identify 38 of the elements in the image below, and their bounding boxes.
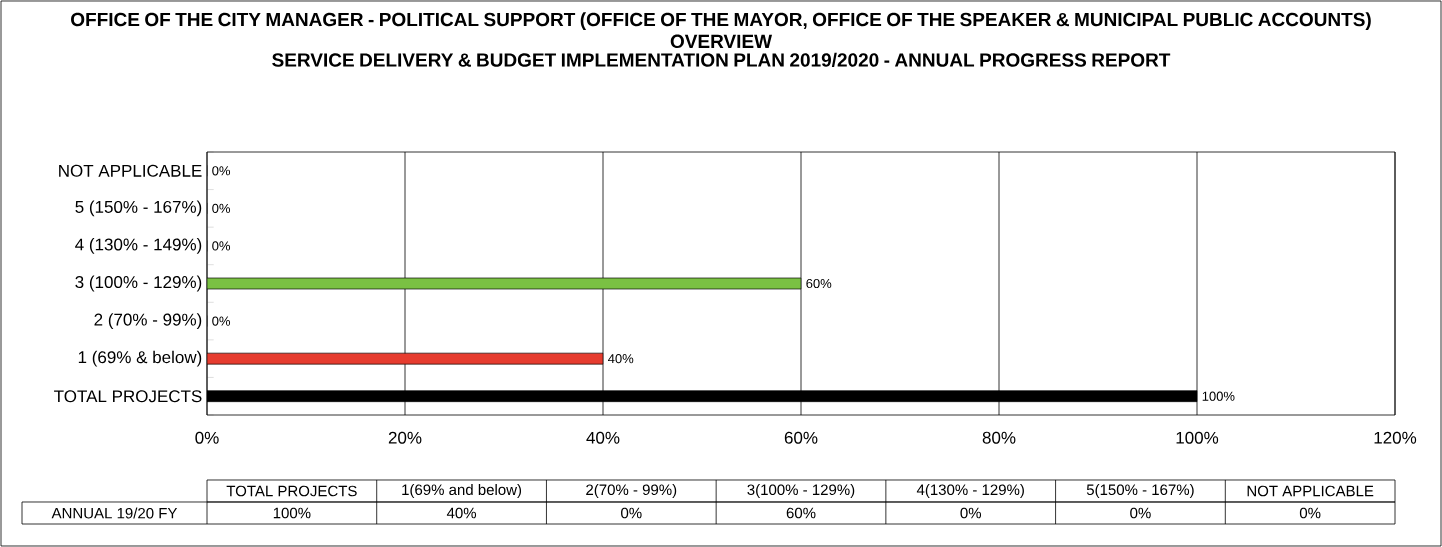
text: 40% <box>446 507 477 519</box>
text: 100% <box>273 507 311 519</box>
data-label: 40% <box>608 354 634 364</box>
text: ANNUAL 19/20 FY <box>51 507 178 519</box>
y-tick-label: TOTAL PROJECTS <box>54 390 202 403</box>
text: 2(70% - 99%) <box>586 484 677 498</box>
data-label: 0% <box>212 166 231 176</box>
text: 0% <box>1299 507 1321 519</box>
x-tick-label: 60% <box>784 431 818 444</box>
y-tick-label: NOT APPLICABLE <box>59 164 202 177</box>
text: 3(100% - 129%) <box>747 484 855 498</box>
chart-title: OFFICE OF THE CITY MANAGER - POLITICAL SUPPORT (OFFICE OF THE MAYOR, OFFICE OF THE SPEAKER & MUNICIPAL PUBLIC ACCOUNTS) OVERVIEW <box>71 12 1371 49</box>
chart-subtitle: SERVICE DELIVERY & BUDGET IMPLEMENTATION PLAN 2019/2020 - ANNUAL PROGRESS REPORT <box>272 52 1171 67</box>
x-tick-label: 120% <box>1374 431 1417 444</box>
data-label: 0% <box>212 203 231 213</box>
y-tick-label: 3 (100% - 129%) <box>75 275 202 292</box>
text: 1(69% and below) <box>402 484 522 498</box>
y-tick-label: 4 (130% - 149%) <box>75 238 202 254</box>
text: TOTAL PROJECTS <box>226 485 357 497</box>
data-label: 0% <box>212 316 231 326</box>
text: 5(150% - 167%) <box>1086 484 1194 498</box>
y-tick-label: 1 (69% & below) <box>78 350 202 367</box>
x-tick-label: 100% <box>1176 431 1219 444</box>
text: 4(130% - 129%) <box>916 484 1024 498</box>
text: 0% <box>621 507 642 519</box>
x-tick-label: 80% <box>982 431 1016 444</box>
data-label: 100% <box>1202 391 1235 401</box>
text: 0% <box>960 507 982 519</box>
text: NOT APPLICABLE <box>1247 485 1374 497</box>
data-label: 0% <box>212 241 231 251</box>
text: 0% <box>1130 507 1151 519</box>
x-tick-label: 40% <box>586 431 620 444</box>
y-tick-label: 2 (70% - 99%) <box>94 313 202 329</box>
x-tick-label: 20% <box>388 431 422 444</box>
x-tick-label: 0% <box>195 431 219 444</box>
y-tick-label: 5 (150% - 167%) <box>75 200 202 217</box>
text: 60% <box>786 507 816 519</box>
data-label: 60% <box>806 278 832 289</box>
